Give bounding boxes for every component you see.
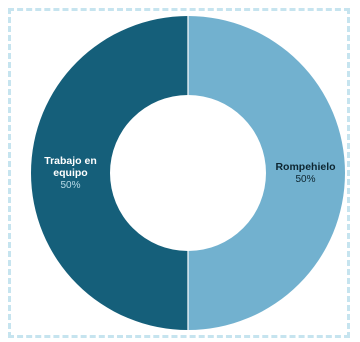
donut-slice-1 bbox=[188, 16, 345, 330]
slice-label-2: Trabajo en bbox=[44, 155, 97, 167]
slice-label-2: equipo bbox=[53, 167, 87, 179]
slice-percent-2: 50% bbox=[60, 180, 80, 191]
chart-frame bbox=[8, 8, 350, 338]
slice-label-1: Rompehielo bbox=[275, 161, 335, 173]
slice-percent-1: 50% bbox=[295, 174, 315, 185]
donut-slice-2 bbox=[31, 16, 188, 330]
